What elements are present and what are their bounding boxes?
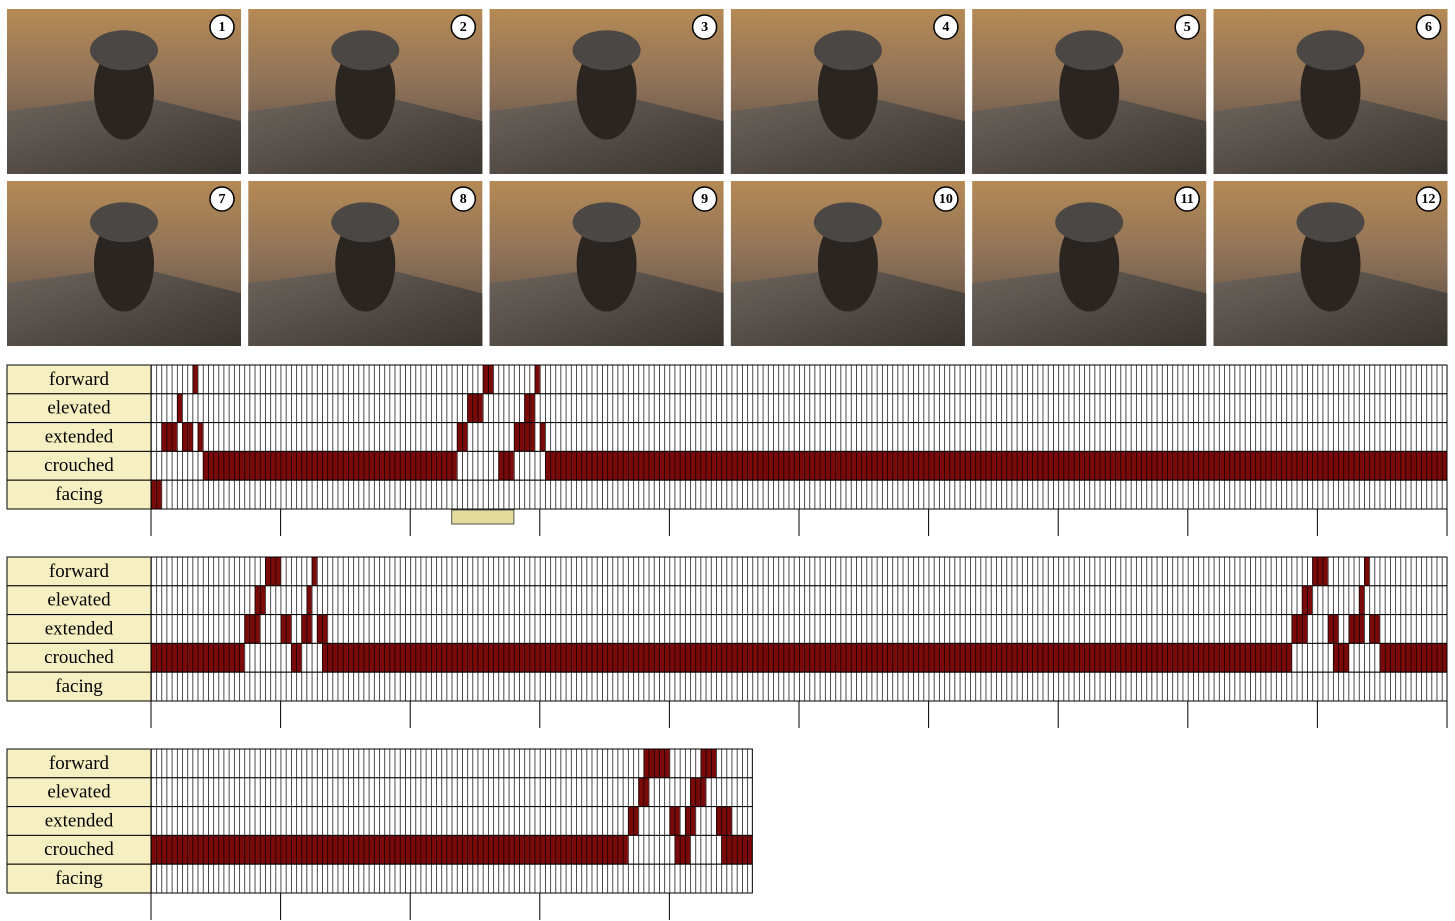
photo-frame: 7	[7, 181, 241, 346]
photo-subject-head	[573, 202, 641, 242]
photo-frame: 4	[731, 9, 965, 174]
cell-grid	[151, 864, 752, 893]
cell-grid	[151, 749, 752, 778]
cell-grid	[151, 423, 1447, 452]
frame-number: 11	[1181, 192, 1194, 207]
row-label: crouched	[44, 455, 114, 476]
photo-frame: 8	[248, 181, 482, 346]
frame-number: 1	[219, 20, 226, 35]
cell-grid	[151, 394, 1447, 423]
row-label: crouched	[44, 839, 114, 860]
frame-number: 9	[701, 192, 708, 207]
photo-frame: 11	[972, 181, 1206, 346]
row-label: extended	[45, 426, 114, 447]
photo-subject-head	[814, 30, 882, 70]
cell-grid	[151, 451, 1447, 480]
row-label: facing	[55, 868, 103, 889]
cell-grid	[151, 672, 1447, 701]
photo-subject-head	[1055, 30, 1123, 70]
photo-subject-head	[1055, 202, 1123, 242]
photo-subject-head	[573, 30, 641, 70]
photo-frame: 12	[1214, 181, 1448, 346]
row-label: facing	[55, 676, 103, 697]
frame-number: 8	[460, 192, 467, 207]
photo-subject-head	[814, 202, 882, 242]
frame-number: 2	[460, 20, 467, 35]
photo-frame: 2	[248, 9, 482, 174]
photo-subject-head	[90, 30, 158, 70]
row-label: elevated	[47, 782, 111, 803]
frame-number: 5	[1184, 20, 1191, 35]
cell-grid	[151, 480, 1447, 509]
photo-frame: 6	[1214, 9, 1448, 174]
frame-number: 6	[1425, 20, 1432, 35]
row-label: facing	[55, 484, 103, 505]
page: 123456789101112forwardelevatedextendedcr…	[0, 0, 1455, 921]
figure: 123456789101112forwardelevatedextendedcr…	[0, 0, 1455, 921]
row-label: extended	[45, 810, 114, 831]
frame-number: 4	[942, 20, 949, 35]
photo-frame: 9	[490, 181, 724, 346]
photo-subject-head	[1297, 30, 1365, 70]
cell-grid	[151, 807, 752, 836]
photo-subject-head	[331, 30, 399, 70]
photo-subject-head	[90, 202, 158, 242]
photo-subject-head	[331, 202, 399, 242]
row-label: elevated	[47, 398, 111, 419]
photo-frame: 3	[490, 9, 724, 174]
photo-frame: 1	[7, 9, 241, 174]
row-label: forward	[49, 753, 110, 774]
cell-grid	[151, 835, 752, 864]
cell-grid	[151, 778, 752, 807]
row-label: extended	[45, 618, 114, 639]
cell-grid	[151, 643, 1447, 672]
frame-number: 10	[939, 192, 953, 207]
photo-frame: 10	[731, 181, 965, 346]
row-label: elevated	[47, 590, 111, 611]
cell-grid	[151, 615, 1447, 644]
frame-number: 7	[219, 192, 226, 207]
row-label: crouched	[44, 647, 114, 668]
cell-grid	[151, 557, 1447, 586]
cell-grid	[151, 586, 1447, 615]
row-label: forward	[49, 369, 110, 390]
photo-frame: 5	[972, 9, 1206, 174]
frame-number: 3	[701, 20, 708, 35]
frame-highlight	[452, 510, 514, 524]
frame-number: 12	[1422, 192, 1436, 207]
cell-grid	[151, 365, 1447, 394]
photo-subject-head	[1297, 202, 1365, 242]
row-label: forward	[49, 561, 110, 582]
